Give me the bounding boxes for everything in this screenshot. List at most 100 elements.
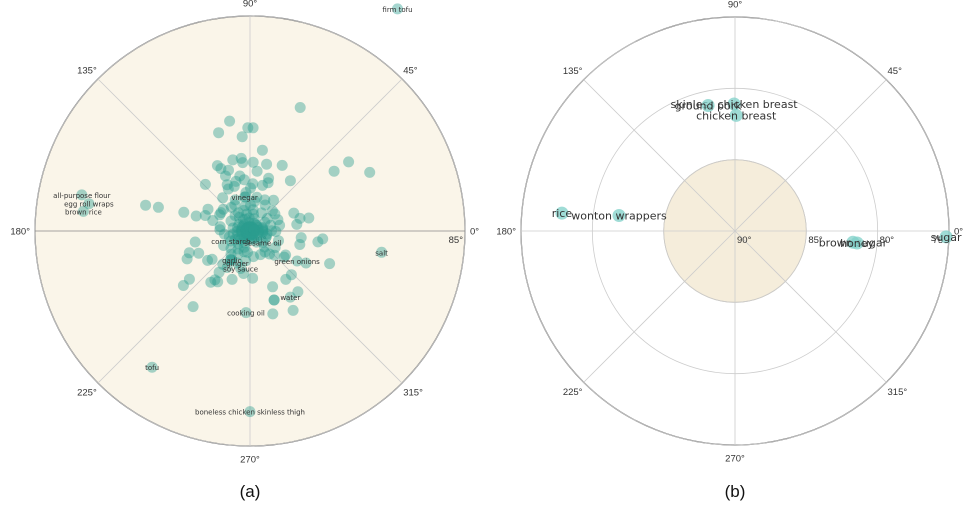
data-point[interactable]	[261, 228, 273, 240]
data-point[interactable]	[256, 144, 268, 156]
data-point[interactable]	[262, 177, 274, 189]
data-point[interactable]	[187, 301, 199, 313]
data-point[interactable]	[232, 222, 244, 233]
data-point[interactable]	[242, 122, 254, 134]
data-point[interactable]	[225, 201, 237, 213]
data-point[interactable]	[273, 235, 284, 247]
data-point[interactable]	[231, 225, 243, 237]
data-point[interactable]	[225, 254, 237, 265]
data-point[interactable]	[227, 154, 239, 166]
data-point[interactable]	[243, 234, 255, 246]
data-point[interactable]	[268, 294, 280, 306]
data-point[interactable]	[248, 224, 260, 236]
data-point[interactable]	[247, 122, 259, 134]
data-point[interactable]	[235, 226, 247, 238]
data-point[interactable]	[249, 195, 261, 207]
data-point[interactable]	[181, 253, 193, 265]
labeled-data-point[interactable]	[225, 235, 237, 247]
data-point[interactable]	[218, 228, 230, 240]
data-point[interactable]	[241, 208, 253, 220]
data-point[interactable]	[209, 274, 221, 286]
data-point[interactable]	[240, 223, 252, 235]
data-point[interactable]	[232, 243, 244, 255]
data-point[interactable]	[190, 210, 202, 222]
data-point[interactable]	[242, 221, 254, 233]
data-point[interactable]	[261, 212, 273, 224]
data-point[interactable]	[257, 225, 269, 237]
data-point[interactable]	[288, 207, 300, 219]
data-point[interactable]	[240, 233, 252, 245]
data-point[interactable]	[214, 209, 226, 221]
data-point[interactable]	[227, 228, 239, 240]
data-point[interactable]	[247, 233, 259, 245]
data-point[interactable]	[199, 178, 211, 190]
data-point[interactable]	[221, 262, 233, 273]
data-point[interactable]	[183, 247, 195, 259]
data-point[interactable]	[291, 218, 303, 230]
data-point[interactable]	[214, 221, 226, 233]
data-point[interactable]	[245, 221, 257, 233]
data-point[interactable]	[239, 213, 251, 225]
data-point[interactable]	[267, 281, 279, 293]
data-point[interactable]	[251, 165, 263, 177]
data-point[interactable]	[266, 225, 277, 237]
data-point[interactable]	[232, 229, 244, 241]
data-point[interactable]	[260, 232, 272, 244]
data-point[interactable]	[258, 241, 270, 253]
data-point[interactable]	[213, 127, 225, 139]
data-point[interactable]	[225, 248, 237, 260]
data-point[interactable]	[152, 201, 164, 213]
labeled-data-point[interactable]	[235, 263, 247, 274]
data-point[interactable]	[247, 204, 259, 216]
data-point[interactable]	[324, 258, 336, 270]
data-point[interactable]	[280, 273, 292, 285]
data-point[interactable]	[235, 152, 247, 164]
data-point[interactable]	[729, 108, 743, 122]
data-point[interactable]	[244, 229, 256, 241]
data-point[interactable]	[229, 234, 241, 245]
data-point[interactable]	[251, 236, 262, 248]
data-point[interactable]	[248, 224, 260, 236]
data-point[interactable]	[247, 178, 259, 190]
data-point[interactable]	[243, 221, 255, 233]
data-point[interactable]	[213, 266, 225, 278]
data-point[interactable]	[294, 212, 306, 224]
data-point[interactable]	[292, 286, 304, 298]
data-point[interactable]	[233, 211, 245, 223]
data-point[interactable]	[241, 222, 253, 234]
labeled-data-point[interactable]	[240, 307, 252, 319]
data-point[interactable]	[232, 248, 244, 260]
data-point[interactable]	[238, 174, 250, 186]
data-point[interactable]	[250, 219, 262, 231]
data-point[interactable]	[248, 227, 260, 239]
data-point[interactable]	[202, 203, 214, 215]
data-point[interactable]	[215, 163, 227, 175]
data-point[interactable]	[239, 191, 251, 203]
data-point[interactable]	[727, 97, 741, 111]
data-point[interactable]	[343, 156, 355, 168]
data-point[interactable]	[225, 243, 237, 254]
data-point[interactable]	[220, 170, 231, 182]
labeled-data-point[interactable]	[83, 198, 95, 210]
data-point[interactable]	[294, 102, 306, 113]
data-point[interactable]	[939, 230, 953, 244]
data-point[interactable]	[212, 276, 224, 288]
data-point[interactable]	[555, 206, 569, 220]
data-point[interactable]	[238, 204, 250, 216]
data-point[interactable]	[261, 158, 273, 170]
data-point[interactable]	[280, 249, 292, 261]
data-point[interactable]	[217, 258, 229, 270]
data-point[interactable]	[230, 175, 242, 187]
data-point[interactable]	[240, 255, 252, 267]
data-point[interactable]	[240, 224, 252, 236]
data-point[interactable]	[259, 216, 271, 228]
data-point[interactable]	[223, 164, 234, 176]
data-point[interactable]	[238, 268, 250, 279]
labeled-data-point[interactable]	[76, 189, 88, 201]
data-point[interactable]	[244, 229, 255, 241]
data-point[interactable]	[612, 209, 626, 222]
data-point[interactable]	[252, 222, 264, 233]
data-point[interactable]	[247, 222, 259, 234]
data-point[interactable]	[233, 219, 245, 230]
data-point[interactable]	[229, 210, 241, 221]
